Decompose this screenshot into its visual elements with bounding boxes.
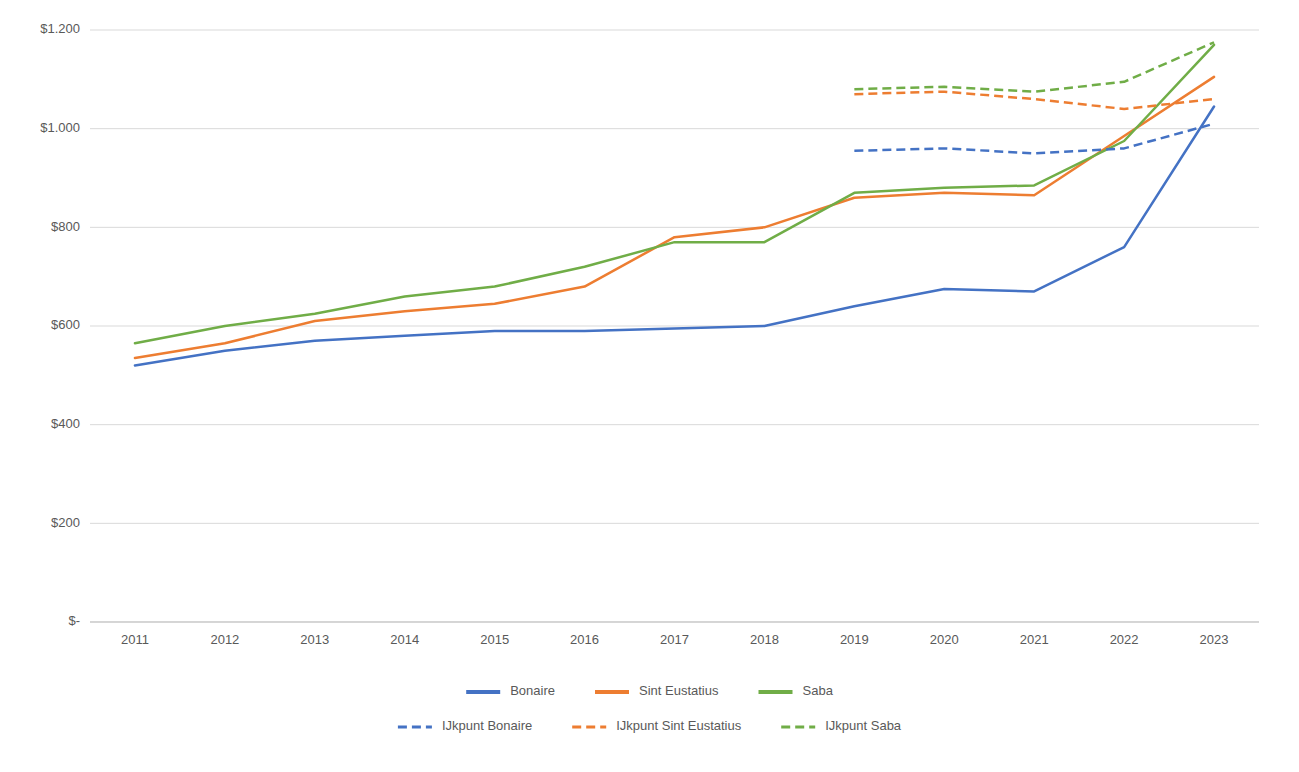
series-line [854, 92, 1214, 109]
grid-line [90, 30, 1259, 31]
legend-item: IJkpunt Bonaire [398, 718, 532, 733]
x-tick-label: 2013 [300, 632, 329, 647]
x-tick-label: 2018 [750, 632, 779, 647]
grid-line [90, 326, 1259, 327]
series-line [854, 42, 1214, 91]
legend-swatch [781, 726, 815, 729]
legend-swatch [466, 690, 500, 694]
lines [135, 42, 1214, 365]
x-tick-label: 2015 [480, 632, 509, 647]
x-tick-label: 2017 [660, 632, 689, 647]
grid-line [90, 227, 1259, 228]
legend-item: IJkpunt Sint Eustatius [572, 718, 742, 733]
legend-item: Bonaire [466, 683, 555, 698]
y-tick-label: $- [68, 613, 80, 628]
legend-item: IJkpunt Saba [781, 718, 902, 733]
grid-line [90, 622, 1259, 623]
chart: $- $200 $400 $600 $800 $1.000 $1.200 2011 2012 20… [0, 0, 1299, 772]
y-tick-label: $200 [51, 515, 80, 530]
legend-label: Sint Eustatius [639, 683, 719, 698]
x-tick-label: 2016 [570, 632, 599, 647]
x-tick-label: 2011 [121, 632, 149, 647]
grid-line [90, 424, 1259, 425]
legend-label: Saba [803, 683, 834, 698]
x-tick-label: 2021 [1020, 632, 1049, 647]
grid-line [90, 523, 1259, 524]
x-tick-label: 2022 [1110, 632, 1139, 647]
legend-swatch [398, 726, 432, 729]
x-tick-label: 2012 [210, 632, 239, 647]
x-tick-label: 2023 [1200, 632, 1229, 647]
legend-item: Saba [759, 683, 834, 698]
y-tick-label: $600 [51, 317, 80, 332]
legend-item: Sint Eustatius [595, 683, 719, 698]
axes: $- $200 $400 $600 $800 $1.000 $1.200 2011 2012 20… [40, 21, 1259, 647]
legend-swatch [759, 690, 793, 694]
y-tick-label: $1.200 [40, 21, 80, 36]
legend: Bonaire Sint Eustatius Saba IJkpunt Bonaire… [398, 683, 902, 733]
series-line [854, 124, 1214, 154]
x-tick-label: 2019 [840, 632, 869, 647]
legend-swatch [572, 726, 606, 729]
x-tick-label: 2020 [930, 632, 959, 647]
x-tick-label: 2014 [390, 632, 419, 647]
legend-label: IJkpunt Sint Eustatius [616, 718, 742, 733]
legend-label: IJkpunt Bonaire [442, 718, 532, 733]
legend-swatch [595, 690, 629, 694]
legend-label: IJkpunt Saba [825, 718, 902, 733]
grid-line [90, 128, 1259, 129]
y-tick-label: $800 [51, 219, 80, 234]
x-axis-line [90, 622, 1259, 623]
y-tick-label: $1.000 [40, 120, 80, 135]
legend-label: Bonaire [510, 683, 555, 698]
y-tick-label: $400 [51, 416, 80, 431]
